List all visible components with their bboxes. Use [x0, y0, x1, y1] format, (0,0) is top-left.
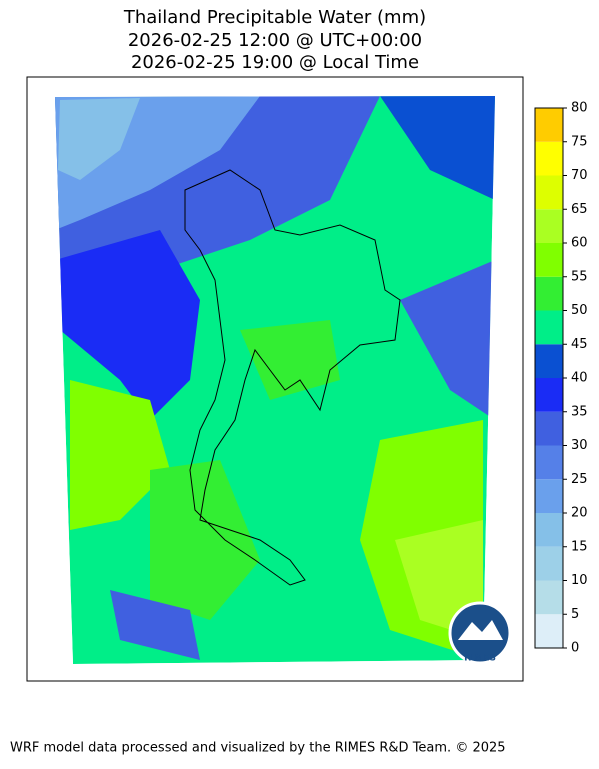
colorbar-bin [535, 445, 563, 480]
colorbar-bin [535, 546, 563, 581]
tick-label: 15 [571, 539, 588, 554]
logo: RIMES [448, 601, 512, 665]
logo-text: RIMES [464, 654, 496, 664]
map: RIMES [26, 76, 524, 682]
tick-label: 0 [571, 641, 579, 656]
tick-label: 35 [571, 404, 588, 419]
tick-label: 75 [571, 134, 588, 149]
tick-label: 45 [571, 337, 588, 352]
colorbar-bin [535, 276, 563, 311]
footer: WRF model data processed and visualized … [10, 741, 506, 756]
tick-label: 80 [571, 101, 588, 116]
tick-label: 40 [571, 371, 588, 386]
tick-label: 50 [571, 303, 588, 318]
colorbar-bin [535, 479, 563, 513]
colorbar-bin [535, 209, 563, 243]
tick-label: 10 [571, 573, 588, 588]
colorbar-bin [535, 175, 563, 210]
tick-label: 60 [571, 236, 588, 251]
colorbar-bin [535, 344, 563, 378]
title-line: 2026-02-25 12:00 @ UTC+00:00 [128, 30, 422, 51]
tick-label: 65 [571, 202, 588, 217]
title-line: 2026-02-25 19:00 @ Local Time [131, 52, 419, 73]
tick-label: 25 [571, 472, 588, 487]
colorbar-bin [535, 614, 563, 648]
colorbar-bin [535, 580, 563, 615]
colorbar-bin [535, 513, 563, 547]
tick-label: 5 [571, 607, 579, 622]
colorbar-bin [535, 378, 563, 412]
tick-label: 70 [571, 168, 588, 183]
colorbar-bin [535, 108, 563, 142]
colorbar-bin [535, 411, 563, 446]
colorbar-bin [535, 310, 563, 345]
tick-label: 20 [571, 506, 588, 521]
colorbar: 0 5 10 15 20 25 30 35 40 45 50 55 60 65 70 75 80 [534, 101, 588, 656]
tick-label: 55 [571, 269, 588, 284]
country-outline [184, 169, 401, 586]
colorbar-bin [535, 141, 563, 176]
title-line: Thailand Precipitable Water (mm) [123, 7, 426, 28]
colorbar-bin [535, 243, 563, 277]
tick-label: 30 [571, 438, 588, 453]
